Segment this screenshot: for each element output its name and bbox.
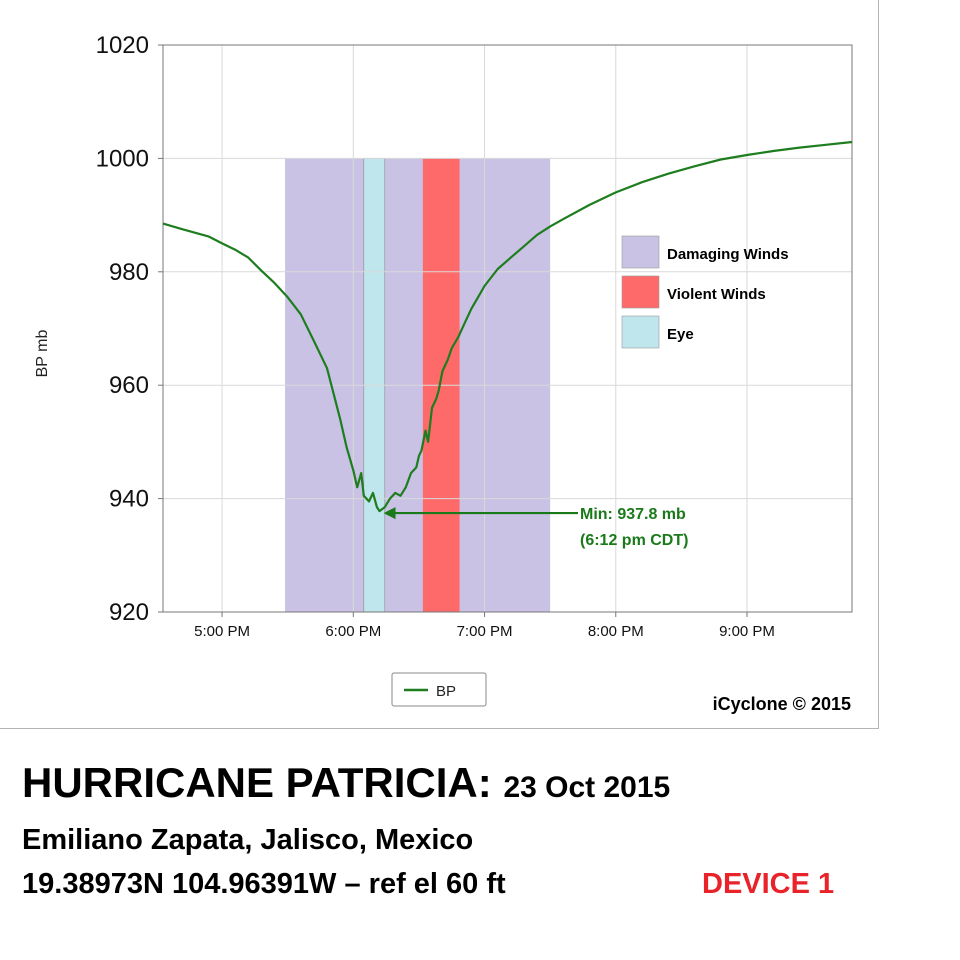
annotation-min-value: Min: 937.8 mb [580, 506, 686, 523]
y-tick-label: 940 [109, 486, 149, 513]
y-tick-label: 960 [109, 372, 149, 399]
x-tick-label: 5:00 PM [194, 623, 250, 640]
y-tick-label: 920 [109, 599, 149, 626]
caption-location: Emiliano Zapata, Jalisco, Mexico [22, 824, 474, 856]
x-tick-label: 6:00 PM [325, 623, 381, 640]
series-legend-box [391, 672, 487, 707]
legend-swatch-eye [621, 315, 660, 349]
caption-device: DEVICE 1 [702, 868, 835, 900]
legend-swatch-damaging-winds [621, 235, 660, 269]
bp-chart: 1020 1000 980 960 940 920 5:00 PM 6:00 PM 7:00 P… [34, 32, 853, 714]
caption-coords: 19.38973N 104.96391W – ref el 60 ft [22, 868, 506, 900]
x-tick-label: 8:00 PM [588, 623, 644, 640]
y-axis-label: BP mb [34, 330, 51, 378]
y-tick-label: 980 [109, 259, 149, 286]
legend-swatch-violent-winds [621, 275, 660, 309]
plot-frame [162, 44, 853, 613]
y-tick-label: 1020 [96, 32, 149, 59]
caption-block: HURRICANE PATRICIA: 23 Oct 2015 Emiliano… [22, 755, 922, 906]
x-tick-label: 9:00 PM [719, 623, 775, 640]
x-tick-label: 7:00 PM [457, 623, 513, 640]
legend-label-damaging-winds: Damaging Winds [667, 246, 789, 263]
legend-label-violent-winds: Violent Winds [667, 286, 766, 303]
chart-panel: 1020 1000 980 960 940 920 5:00 PM 6:00 PM 7:00 P… [0, 0, 879, 729]
annotation-arrow-head [383, 507, 396, 520]
caption-title: HURRICANE PATRICIA: [22, 759, 492, 806]
annotation-min-time: (6:12 pm CDT) [580, 532, 688, 549]
caption-date: 23 Oct 2015 [503, 771, 671, 804]
credit-text: iCyclone © 2015 [713, 694, 851, 714]
legend-label-eye: Eye [667, 326, 694, 343]
series-legend-label: BP [436, 683, 456, 700]
y-tick-label: 1000 [96, 145, 149, 172]
caption-title-line: HURRICANE PATRICIA: 23 Oct 2015 [22, 755, 922, 816]
caption-coords-line: 19.38973N 104.96391W – ref el 60 ft DEVI… [22, 862, 922, 906]
series-line-bp [162, 140, 853, 513]
